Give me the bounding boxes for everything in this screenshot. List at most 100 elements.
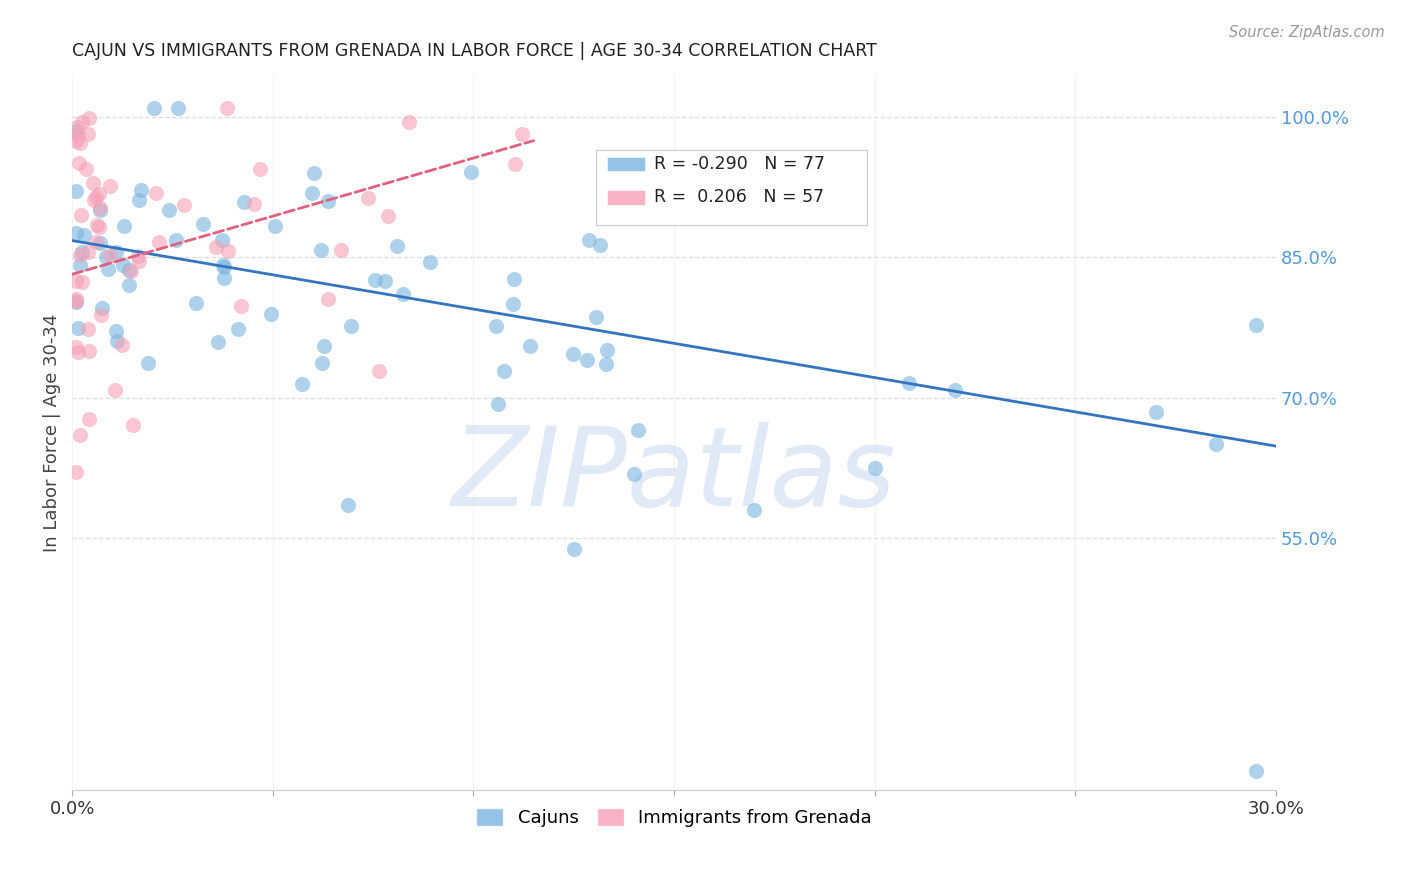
Point [226,321,249,335]
Point [65,134,87,148]
Point [562,541,585,556]
Point [249,162,271,177]
Point [897,376,920,391]
Point [117,278,139,293]
Point [65,294,87,309]
Y-axis label: In Labor Force | Age 30-34: In Labor Force | Age 30-34 [44,313,60,552]
Point [76,322,98,336]
Point [578,233,600,247]
Point [69,258,91,272]
Point [90,301,112,315]
Point [129,183,152,197]
Point [374,274,396,288]
Legend: Cajuns, Immigrants from Grenada: Cajuns, Immigrants from Grenada [470,801,879,835]
Point [311,356,333,370]
Point [89,236,111,251]
Point [207,335,229,350]
Point [84,235,107,249]
Point [165,233,187,247]
Point [70,208,93,222]
Point [70,275,93,289]
Point [385,239,408,253]
Point [519,339,541,353]
Point [316,194,339,209]
Point [66,321,89,335]
Point [105,334,128,348]
Point [69,136,91,150]
Point [128,193,150,207]
Point [128,253,150,268]
Point [173,198,195,212]
Point [863,460,886,475]
Point [104,383,127,397]
Point [1144,405,1167,419]
Point [145,186,167,200]
Point [89,220,111,235]
Point [502,272,524,286]
Point [1244,318,1267,332]
Point [309,243,332,257]
Point [744,503,766,517]
Point [627,423,650,437]
Point [596,343,619,358]
Point [502,297,524,311]
Point [212,260,235,274]
Point [211,259,233,273]
Point [419,254,441,268]
Point [263,219,285,234]
Point [121,417,143,432]
Point [505,157,527,171]
Point [65,274,87,288]
Point [339,318,361,333]
Point [367,363,389,377]
Point [77,343,100,358]
Point [943,384,966,398]
Text: R =  0.206   N = 57: R = 0.206 N = 57 [654,188,824,206]
Point [72,115,94,129]
Point [66,345,89,359]
Point [76,127,98,141]
Point [77,112,100,126]
Point [398,114,420,128]
Point [111,258,134,272]
Point [90,308,112,322]
Point [83,194,105,208]
Point [86,218,108,232]
Point [148,235,170,249]
Point [82,176,104,190]
Point [89,201,111,215]
Point [291,377,314,392]
Point [98,178,121,193]
Point [67,155,90,169]
Point [104,245,127,260]
Point [97,261,120,276]
Point [94,250,117,264]
Point [65,293,87,308]
Point [215,101,238,115]
Point [316,293,339,307]
Point [314,339,336,353]
Text: R = -0.290   N = 77: R = -0.290 N = 77 [654,155,825,173]
Text: Source: ZipAtlas.com: Source: ZipAtlas.com [1229,25,1385,40]
Point [585,310,607,324]
Point [65,340,87,354]
Point [510,127,533,141]
Point [87,187,110,202]
Point [377,209,399,223]
Point [336,498,359,512]
Point [212,271,235,285]
Point [69,248,91,262]
Point [75,161,97,176]
Point [77,245,100,260]
Point [562,347,585,361]
Point [120,264,142,278]
Point [211,233,233,247]
Point [166,101,188,115]
Point [392,287,415,301]
FancyBboxPatch shape [596,150,866,226]
Point [65,184,87,198]
Point [1244,764,1267,779]
Point [460,165,482,179]
Point [84,190,107,204]
Point [1205,437,1227,451]
